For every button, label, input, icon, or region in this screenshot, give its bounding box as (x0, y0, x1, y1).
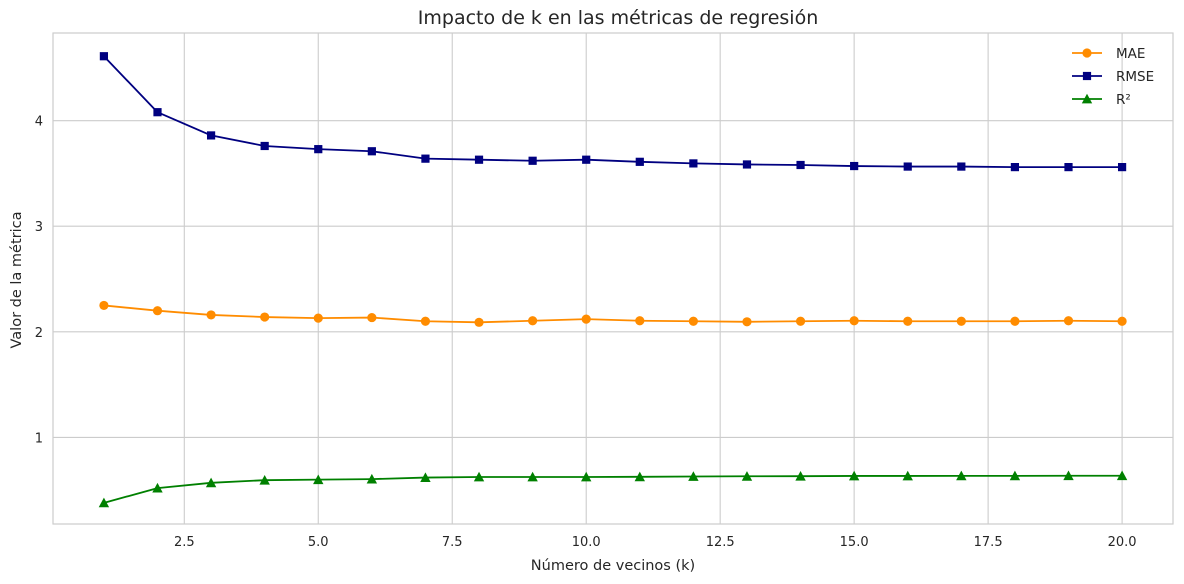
series-mae (99, 300, 1127, 327)
x-tick-label: 17.5 (974, 535, 1003, 550)
legend-marker (1082, 48, 1092, 58)
data-point-r (313, 474, 324, 485)
data-point-mae (152, 306, 163, 316)
data-point-r (152, 482, 163, 493)
data-point-mae (795, 316, 806, 326)
data-point-r (581, 471, 592, 482)
x-axis-label: Número de vecinos (k) (531, 558, 695, 574)
data-point-mae (1063, 316, 1074, 326)
data-point-r (848, 470, 860, 481)
data-point-rmse (367, 147, 376, 156)
data-point-mae (367, 312, 377, 323)
x-tick-label: 20.0 (1108, 535, 1137, 550)
data-point-rmse (796, 160, 805, 170)
legend-label: RMSE (1116, 69, 1154, 85)
data-point-mae (956, 316, 966, 326)
tick-labels: 2.5 5.0 7.5 10.0 12.5 15.0 17.5 20.0 1 2 3 4 (35, 115, 1137, 550)
data-point-r (1063, 470, 1074, 481)
y-tick-label: 4 (35, 115, 43, 130)
data-point-rmse (260, 141, 269, 151)
data-point-mae (313, 313, 323, 323)
legend-marker (1081, 93, 1093, 104)
data-point-rmse (314, 145, 323, 154)
legend-item-r: R² (1072, 92, 1131, 108)
data-point-mae (688, 316, 698, 326)
data-point-mae (849, 316, 859, 326)
data-point-mae (1010, 316, 1020, 326)
data-point-rmse (957, 162, 966, 171)
data-point-rmse (528, 156, 537, 165)
data-point-rmse (421, 154, 430, 163)
data-point-r (902, 470, 913, 481)
data-point-rmse (850, 161, 859, 171)
series-rmse (99, 52, 1127, 172)
y-tick-label: 2 (35, 326, 43, 341)
y-axis-label: Valor de la métrica (9, 212, 25, 349)
data-point-r (259, 474, 270, 485)
legend-marker (1082, 71, 1092, 81)
data-point-r (527, 471, 538, 482)
data-point-rmse (582, 155, 591, 164)
x-tick-label: 2.5 (174, 535, 195, 550)
data-point-mae (474, 317, 484, 327)
data-point-r (795, 470, 806, 481)
series-layer (98, 52, 1128, 508)
data-point-rmse (635, 157, 644, 166)
data-point-rmse (742, 160, 752, 169)
data-point-rmse (206, 131, 216, 140)
data-point-r (420, 472, 431, 482)
grid (53, 33, 1173, 524)
data-point-mae (1117, 316, 1127, 326)
x-tick-label: 10.0 (572, 535, 601, 550)
data-point-rmse (99, 52, 109, 61)
data-point-r (366, 473, 378, 484)
legend-item-rmse: RMSE (1072, 69, 1154, 85)
series-line-mae (103, 304, 1123, 324)
data-point-rmse (1064, 163, 1073, 172)
data-point-rmse (474, 155, 484, 164)
legend-item-mae: MAE (1072, 46, 1145, 62)
data-point-r (741, 471, 753, 481)
data-point-r (1116, 470, 1128, 481)
data-point-rmse (1010, 163, 1020, 172)
data-point-mae (260, 312, 270, 322)
data-point-r (98, 497, 110, 508)
series-r (98, 470, 1128, 508)
data-point-r (688, 471, 699, 481)
x-tick-label: 7.5 (442, 535, 463, 550)
data-point-mae (206, 310, 216, 320)
data-point-mae (99, 300, 109, 311)
data-point-r (473, 471, 485, 482)
plot-frame (52, 32, 1174, 525)
chart-title: Impacto de k en las métricas de regresió… (418, 7, 818, 29)
data-point-mae (903, 316, 913, 326)
x-tick-label: 5.0 (308, 535, 329, 550)
data-point-rmse (903, 162, 912, 171)
series-line-r (103, 474, 1123, 504)
data-point-mae (635, 316, 645, 326)
data-point-r (956, 470, 967, 481)
legend: MAE RMSE R² (1072, 46, 1154, 108)
data-point-mae (528, 316, 538, 326)
x-tick-label: 15.0 (840, 535, 869, 550)
x-tick-label: 12.5 (706, 535, 735, 550)
legend-label: R² (1116, 92, 1131, 108)
data-point-rmse (1117, 163, 1127, 172)
data-point-r (205, 477, 217, 488)
y-tick-label: 1 (35, 431, 43, 446)
data-point-r (634, 471, 645, 482)
data-point-mae (742, 317, 752, 327)
data-point-r (1009, 470, 1021, 481)
data-point-mae (420, 316, 431, 326)
series-line-rmse (103, 55, 1123, 169)
y-tick-label: 3 (35, 220, 43, 235)
data-point-rmse (153, 108, 162, 117)
data-point-rmse (689, 159, 698, 168)
data-point-mae (581, 314, 591, 324)
legend-label: MAE (1116, 46, 1145, 62)
